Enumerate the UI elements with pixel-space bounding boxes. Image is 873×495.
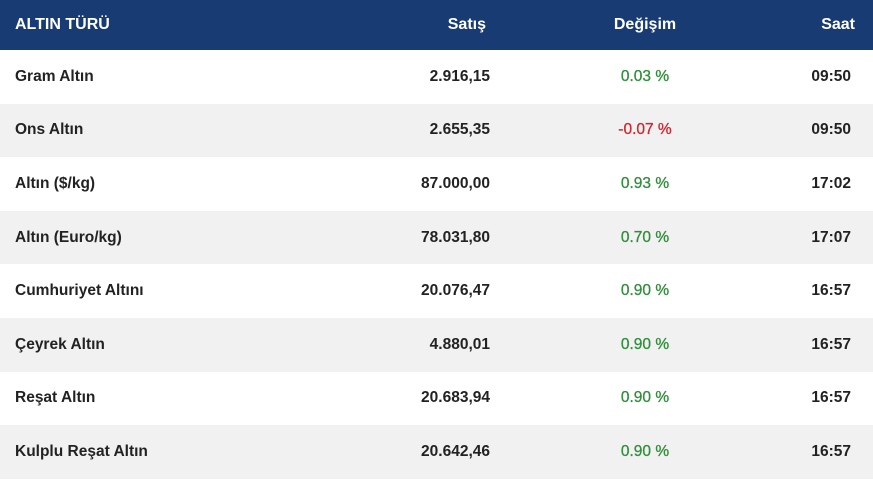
change: 0.90 % [620,282,670,300]
sell-price: 87.000,00 [421,174,490,192]
table-row[interactable]: Kulplu Reşat Altın 20.642,46 0.90 % 16:57 [0,425,873,479]
sell-price: 2.655,35 [429,121,490,139]
change: -0.07 % [618,121,672,139]
header-cell: ALTIN TÜRÜ [15,16,110,33]
header-cell: Satış [447,16,486,33]
change: 0.93 % [620,174,670,192]
sell-price: 4.880,01 [429,335,490,353]
table-row[interactable]: Çeyrek Altın 4.880,01 0.90 % 16:57 [0,317,873,372]
gold-type: Gram Altın [15,67,94,85]
change: 0.90 % [620,335,670,353]
gold-type: Cumhuriyet Altını [15,282,144,300]
gold-type: Çeyrek Altın [15,335,105,353]
sell-price: 2.916,15 [429,67,490,85]
table-row[interactable]: Altın (Euro/kg) 78.031,80 0.70 % 17:07 [0,210,873,265]
gold-type: Reşat Altın [15,389,96,407]
gold-type: Altın ($/kg) [15,174,96,192]
time: 16:57 [811,389,851,407]
time: 09:50 [811,67,851,85]
header-cell: Değişim [613,16,677,33]
change: 0.70 % [620,228,670,246]
table-row[interactable]: Cumhuriyet Altını 20.076,47 0.90 % 16:57 [0,264,873,318]
gold-type: Ons Altın [15,121,84,139]
table-row[interactable]: Gram Altın 2.916,15 0.03 % 09:50 [0,50,873,104]
change: 0.03 % [620,67,670,85]
gold-type: Altın (Euro/kg) [15,228,122,246]
sell-price: 20.642,46 [421,442,490,460]
time: 16:57 [811,335,851,353]
table-row[interactable]: Ons Altın 2.655,35 -0.07 % 09:50 [0,103,873,158]
gold-type: Kulplu Reşat Altın [15,442,148,460]
header-cell: Saat [821,16,855,33]
table-header: ALTIN TÜRÜ Satış Değişim Saat [0,0,873,50]
change: 0.90 % [620,442,670,460]
change: 0.90 % [620,389,670,407]
time: 17:02 [811,174,851,192]
gold-price-table: ALTIN TÜRÜ Satış Değişim Saat Gram Altın… [0,0,873,479]
sell-price: 78.031,80 [421,228,490,246]
sell-price: 20.683,94 [421,389,490,407]
time: 17:07 [811,228,851,246]
table-row[interactable]: Altın ($/kg) 87.000,00 0.93 % 17:02 [0,157,873,211]
sell-price: 20.076,47 [421,282,490,300]
time: 16:57 [811,442,851,460]
time: 16:57 [811,282,851,300]
table-row[interactable]: Reşat Altın 20.683,94 0.90 % 16:57 [0,372,873,426]
time: 09:50 [811,121,851,139]
